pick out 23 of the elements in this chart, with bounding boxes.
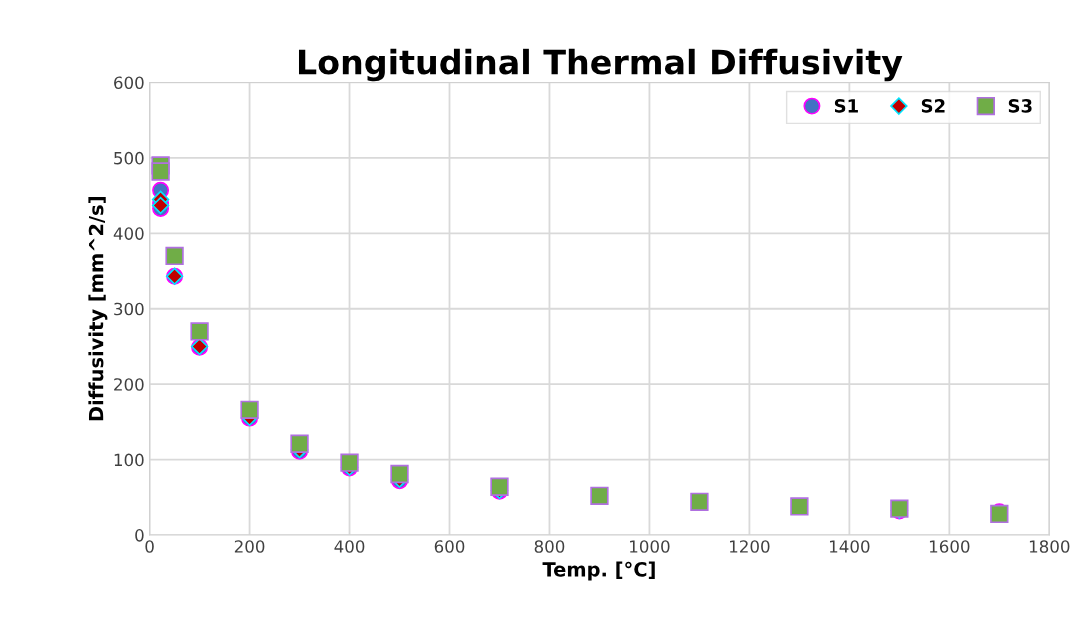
legend-label: S3 — [1008, 99, 1032, 113]
legend-label: S2 — [921, 99, 945, 113]
y-axis-title: Diffusivity [mm^2/s] — [88, 197, 108, 421]
x-tick-label: 1400 — [830, 540, 870, 553]
chart-title: Longitudinal Thermal Diffusivity — [298, 48, 903, 82]
x-tick-label: 600 — [434, 540, 465, 553]
y-tick-label: 100 — [114, 453, 144, 467]
x-tick-label: 1800 — [1029, 540, 1070, 553]
y-tick-label: 400 — [113, 227, 144, 240]
y-tick-label: 500 — [114, 151, 144, 165]
x-tick-label: 200 — [234, 540, 265, 553]
y-tick-label: 0 — [135, 529, 144, 542]
y-tick-label: 200 — [114, 378, 144, 391]
y-tick-label: 300 — [114, 302, 144, 316]
x-tick-label: 1600 — [929, 540, 970, 553]
x-tick-label: 800 — [534, 540, 565, 553]
x-tick-label: 0 — [145, 540, 154, 553]
x-tick-label: 400 — [334, 540, 365, 553]
x-tick-label: 1000 — [630, 540, 670, 553]
x-axis-title: Temp. [°C] — [542, 561, 655, 581]
legend-label: S1 — [834, 99, 858, 113]
x-tick-label: 1200 — [730, 540, 770, 553]
y-tick-label: 600 — [114, 76, 144, 90]
